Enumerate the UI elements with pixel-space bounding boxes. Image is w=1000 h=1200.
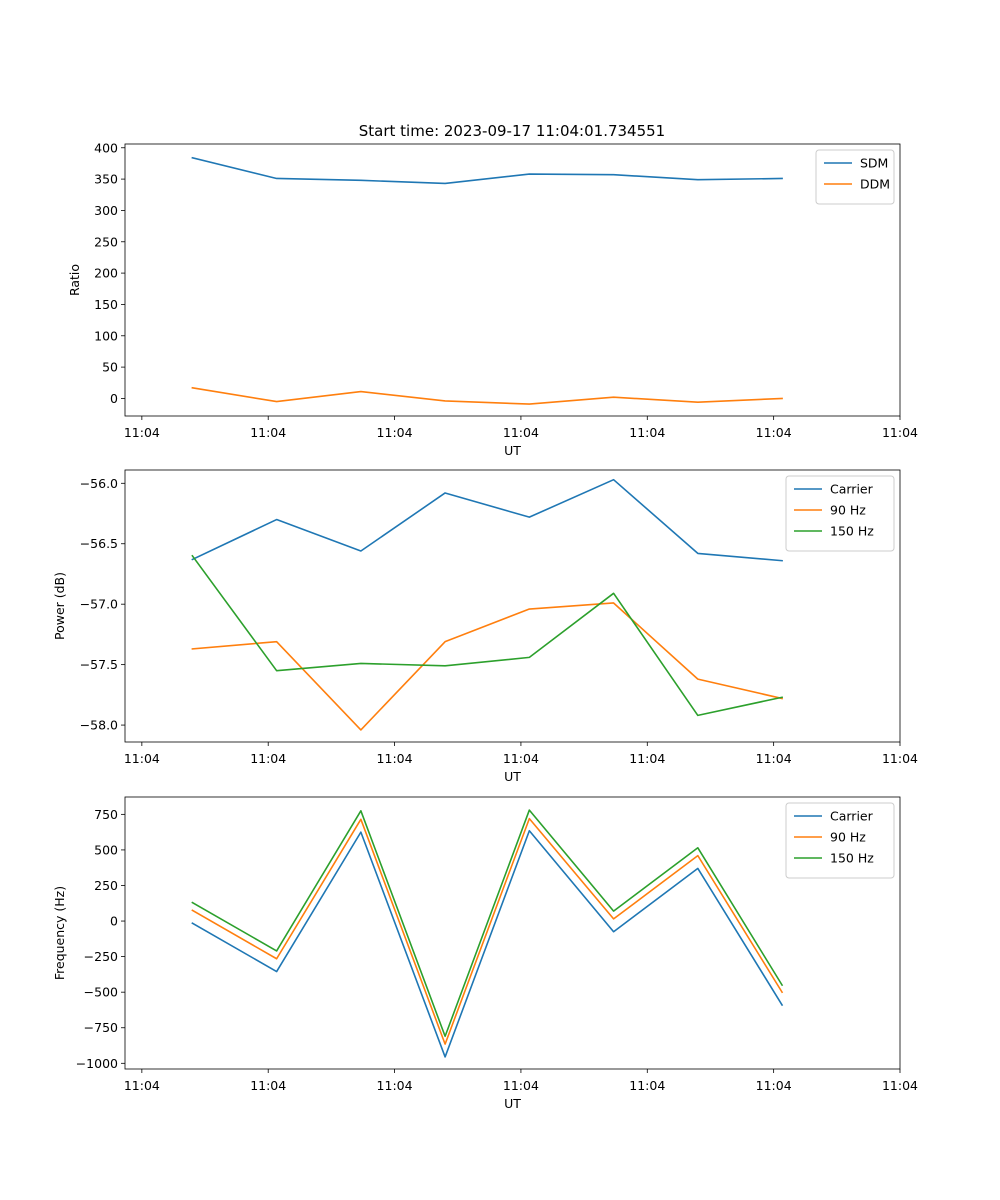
- x-tick-label: 11:04: [756, 751, 792, 766]
- y-tick-label: 100: [94, 328, 118, 343]
- x-tick-label: 11:04: [250, 425, 286, 440]
- x-tick-label: 11:04: [377, 751, 413, 766]
- y-tick-label: −1000: [76, 1056, 118, 1071]
- y-tick-label: 0: [110, 914, 118, 929]
- series-line-carrier: [191, 829, 784, 1058]
- y-tick-label: −58.0: [80, 718, 118, 733]
- x-tick-label: 11:04: [756, 425, 792, 440]
- chart-panel-2: 11:04 11:04 11:04 11:04 11:04 11:04 11:04 −58.0…: [52, 469, 918, 784]
- x-tick-label: 11:04: [882, 1078, 918, 1093]
- y-tick-label: 750: [94, 807, 118, 822]
- x-tick-label: 11:04: [124, 751, 160, 766]
- legend-label: SDM: [860, 156, 888, 171]
- y-tick-label: −56.5: [80, 536, 118, 551]
- y-tick-label: 0: [110, 391, 118, 406]
- x-axis-label: UT: [504, 443, 521, 458]
- y-tick-label: −750: [84, 1020, 118, 1035]
- y-tick-label: −57.0: [80, 597, 118, 612]
- series-line-90-hz: [191, 602, 784, 731]
- y-tick-label: 500: [94, 842, 118, 857]
- y-tick-label: 300: [94, 203, 118, 218]
- chart-title: Start time: 2023-09-17 11:04:01.734551: [359, 122, 665, 140]
- series-line-ddm: [191, 386, 783, 405]
- plot-frame: [124, 469, 901, 743]
- plot-frame: [124, 143, 901, 417]
- x-tick-label: 11:04: [756, 1078, 792, 1093]
- legend-label: 90 Hz: [830, 503, 866, 518]
- x-tick-label: 11:04: [629, 751, 665, 766]
- plot-frame: [124, 796, 901, 1070]
- y-tick-label: 400: [94, 140, 118, 155]
- y-axis-label: Ratio: [67, 264, 82, 296]
- chart-panels: 11:04 11:04 11:04 11:04 11:04 11:04 11:04 0 50 10…: [52, 140, 918, 1111]
- y-tick-label: 50: [102, 360, 118, 375]
- chart-panel-1: 11:04 11:04 11:04 11:04 11:04 11:04 11:04 0 50 10…: [67, 140, 918, 458]
- x-tick-label: 11:04: [124, 1078, 160, 1093]
- x-tick-label: 11:04: [503, 425, 539, 440]
- y-tick-label: 200: [94, 266, 118, 281]
- x-tick-label: 11:04: [629, 1078, 665, 1093]
- legend-label: DDM: [860, 177, 890, 192]
- x-tick-label: 11:04: [377, 425, 413, 440]
- legend: SDM DDM: [815, 149, 895, 205]
- legend: Carrier 90 Hz 150 Hz: [785, 802, 895, 879]
- y-axis-label: Power (dB): [52, 572, 67, 640]
- series-line-carrier: [191, 478, 783, 562]
- x-tick-label: 11:04: [629, 425, 665, 440]
- series-line-90-hz: [191, 817, 784, 1045]
- y-tick-label: −250: [84, 949, 118, 964]
- x-tick-label: 11:04: [377, 1078, 413, 1093]
- y-tick-label: 250: [94, 878, 118, 893]
- legend-label: Carrier: [830, 809, 874, 824]
- series-line-150-hz: [191, 554, 784, 717]
- x-tick-label: 11:04: [124, 425, 160, 440]
- legend-label: 90 Hz: [830, 830, 866, 845]
- legend-box: [785, 802, 895, 879]
- series-line-sdm: [191, 156, 783, 185]
- x-tick-label: 11:04: [503, 751, 539, 766]
- x-tick-label: 11:04: [503, 1078, 539, 1093]
- series-line-150-hz: [191, 809, 784, 1038]
- legend-label: 150 Hz: [830, 524, 874, 539]
- x-axis-label: UT: [504, 769, 521, 784]
- x-tick-label: 11:04: [882, 425, 918, 440]
- y-tick-label: −500: [84, 985, 118, 1000]
- x-tick-label: 11:04: [250, 751, 286, 766]
- y-tick-label: 250: [94, 234, 118, 249]
- y-tick-label: −57.5: [80, 657, 118, 672]
- y-tick-label: 350: [94, 172, 118, 187]
- legend-label: 150 Hz: [830, 851, 874, 866]
- legend-label: Carrier: [830, 482, 874, 497]
- y-tick-label: −56.0: [80, 476, 118, 491]
- x-tick-label: 11:04: [250, 1078, 286, 1093]
- y-axis-label: Frequency (Hz): [52, 886, 67, 980]
- x-tick-label: 11:04: [882, 751, 918, 766]
- x-axis-label: UT: [504, 1096, 521, 1111]
- legend-box: [785, 475, 895, 552]
- legend: Carrier 90 Hz 150 Hz: [785, 475, 895, 552]
- chart-panel-3: 11:04 11:04 11:04 11:04 11:04 11:04 11:04 −1000…: [52, 796, 918, 1111]
- y-tick-label: 150: [94, 297, 118, 312]
